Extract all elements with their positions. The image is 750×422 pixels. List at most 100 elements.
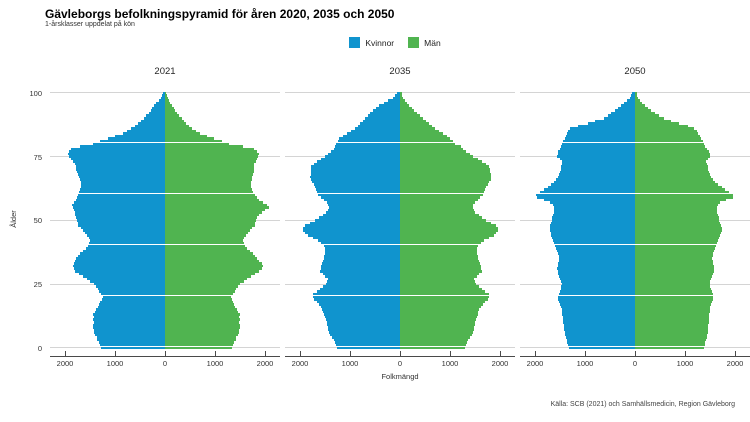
pyramid-bar-kvinnor [82,275,165,278]
pyramid-bar-man [635,236,719,240]
pyramid-bar-kvinnor [566,134,635,138]
pyramid-bar-man [635,178,713,181]
pyramid-bar-man [635,134,700,138]
pyramid-bar-man [165,262,262,265]
pyramid-bar-man [165,111,177,115]
pyramid-bar-man [635,234,720,237]
pyramid-bar-man [400,277,474,281]
pyramid-bar-man [400,193,483,196]
pyramid-bar-kvinnor [75,165,165,168]
pyramid-bar-kvinnor [559,290,635,293]
pyramid-bar-man [400,221,491,225]
pyramid-bar-man [165,338,236,342]
pyramid-bar-kvinnor [153,104,165,107]
pyramid-bar-kvinnor [67,152,165,156]
pyramid-bar-man [635,264,714,268]
pyramid-bar-man [400,323,475,327]
pyramid-bar-kvinnor [158,99,165,102]
pyramid-bar-kvinnor [95,333,165,337]
pyramid-bar-man [165,134,207,138]
pyramid-bar-kvinnor [326,201,400,204]
pyramid-bar-man [635,155,710,158]
pyramid-bar-kvinnor [566,338,635,342]
pyramid-bar-kvinnor [544,188,635,191]
pyramid-bar-man [635,196,733,199]
pyramid-bar-man [400,282,476,286]
pyramid-bar-kvinnor [92,318,165,321]
pyramid-bar-kvinnor [85,247,165,250]
pyramid-bar-kvinnor [558,292,635,296]
pyramid-bar-kvinnor [595,119,635,123]
pyramid-bar-kvinnor [337,139,400,143]
pyramid-bar-man [400,175,491,179]
pyramid-bar-kvinnor [559,157,635,161]
pyramid-bar-man [165,91,166,94]
pyramid-bar-man [165,295,231,298]
pyramid-bar-man [400,91,402,94]
pyramid-bar-kvinnor [313,183,400,186]
pyramid-bar-man [400,310,478,314]
x-tick [65,351,66,356]
pyramid-bar-man [400,285,479,288]
pyramid-bar-kvinnor [101,298,165,301]
pyramid-bar-man [635,139,703,143]
pyramid-bar-kvinnor [83,249,165,253]
pyramid-bar-kvinnor [388,99,400,102]
pyramid-bar-man [165,147,254,151]
pyramid-bar-kvinnor [322,272,400,276]
pyramid-bar-man [165,150,257,153]
pyramid-bar-kvinnor [326,321,400,324]
pyramid-bar-man [165,303,234,306]
pyramid-bar-man [400,259,479,263]
pyramid-bar-kvinnor [163,91,165,94]
pyramid-bar-man [400,326,474,329]
pyramid-bar-man [165,203,267,207]
plot-row: Ålder 0 25 50 75 100 [0,89,750,353]
pyramid-bar-kvinnor [316,290,400,293]
pyramid-bar-man [165,183,251,186]
pyramid-bar-man [165,198,259,202]
pyramid-bar-man [165,127,192,130]
panel-title-2035: 2035 [389,66,411,77]
pyramid-bar-kvinnor [558,252,635,255]
pyramid-bar-kvinnor [322,308,400,311]
pyramid-bar-kvinnor [561,305,635,309]
pyramid-bar-man [635,119,671,123]
pyramid-bar-man [400,114,420,117]
pyramid-bar-man [635,122,679,125]
pyramid-bar-man [635,221,720,225]
pyramid-bar-kvinnor [339,137,400,140]
pyramid-bar-man [400,201,475,204]
pyramid-bar-man [165,206,269,209]
pyramid-bar-kvinnor [558,254,635,258]
pyramid-bar-kvinnor [122,132,165,135]
pyramid-bar-man [400,226,498,230]
pyramid-bar-kvinnor [81,183,165,186]
pyramid-bar-man [400,247,477,250]
pyramid-bar-kvinnor [77,221,165,225]
pyramid-bar-kvinnor [316,188,400,191]
pyramid-bar-kvinnor [559,300,635,304]
pyramid-bar-kvinnor [552,219,635,222]
pyramid-bar-kvinnor [75,259,165,263]
pyramid-bar-man [400,142,455,145]
pyramid-bar-man [165,310,238,314]
pyramid-bar-kvinnor [107,137,165,140]
y-axis: Ålder 0 25 50 75 100 [0,89,50,353]
pyramid-bar-man [400,122,429,125]
legend-item-kvinnor: Kvinnor [349,37,394,48]
pyramid-bar-kvinnor [547,185,635,189]
pyramid-bar-kvinnor [314,162,400,166]
pyramid-bar-kvinnor [351,129,400,133]
pyramid-bar-kvinnor [314,298,400,301]
pyramid-bar-kvinnor [321,264,400,268]
pyramid-bar-man [400,300,485,304]
pyramid-bar-man [400,295,489,298]
pyramid-bar-man [400,303,483,306]
pyramid-bar-kvinnor [343,134,400,138]
pyramid-bar-kvinnor [559,257,635,260]
pyramid-bar-kvinnor [536,193,635,196]
x-tick [400,351,401,356]
pyramid-bar-kvinnor [317,190,400,194]
